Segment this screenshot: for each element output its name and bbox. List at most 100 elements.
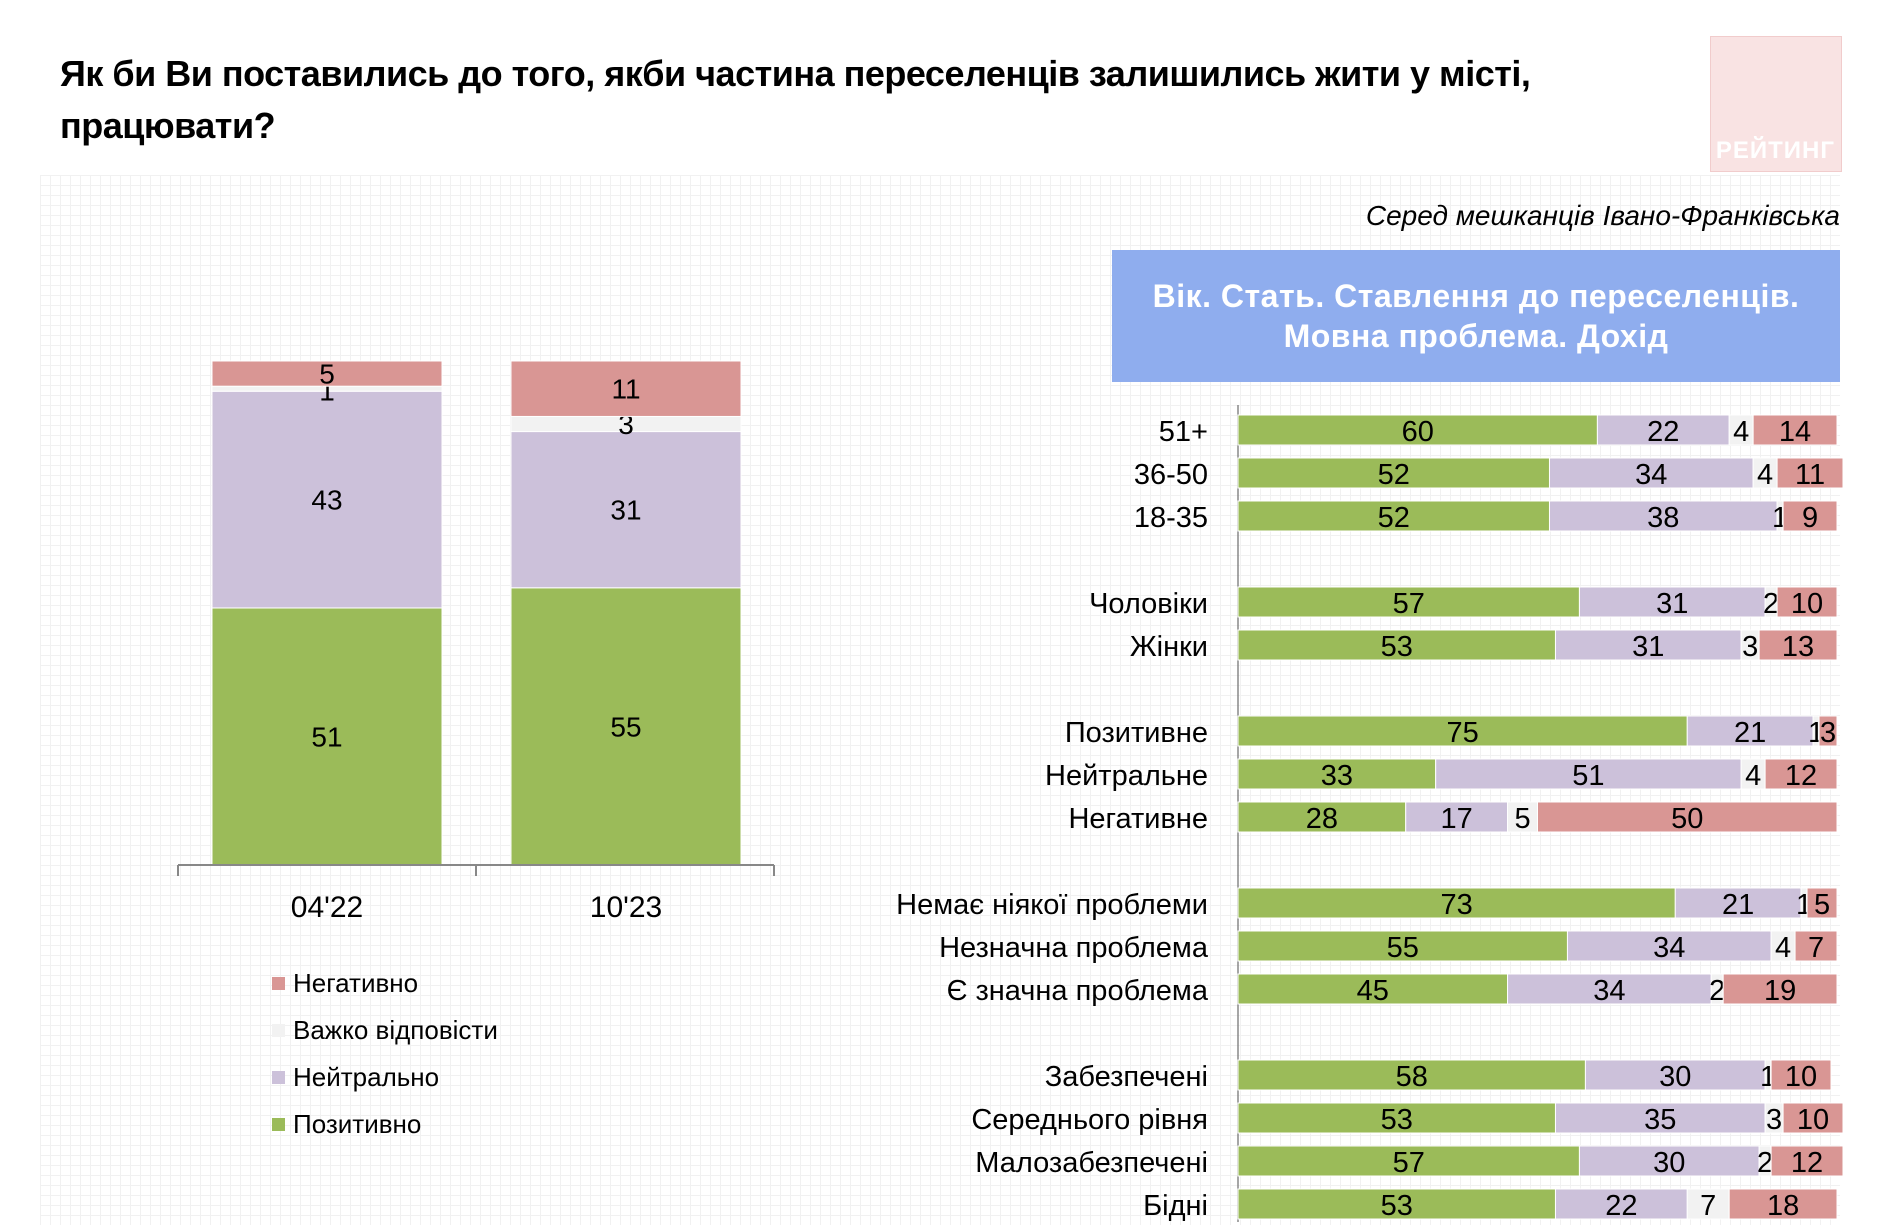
data-label: 75: [1446, 717, 1478, 749]
bar-segment: [1566, 930, 1772, 962]
brand-logo: РЕЙТИНГ: [1710, 36, 1842, 172]
data-label: 73: [1441, 889, 1473, 921]
row-label: Нейтральне: [1045, 760, 1208, 792]
bar-segment: [1770, 1059, 1832, 1091]
row-label: Позитивне: [1065, 717, 1208, 749]
bar-segment: [1578, 586, 1766, 618]
data-label: 52: [1378, 459, 1410, 491]
bar-segment: [510, 431, 742, 589]
bar-segment: [1584, 1059, 1766, 1091]
bar-segment: [1507, 973, 1712, 1005]
data-label: 21: [1722, 889, 1754, 921]
bar-segment: [1770, 1145, 1844, 1177]
data-label: 10: [1791, 588, 1823, 620]
bar-segment: [1728, 1188, 1838, 1220]
chart-legend: Негативно Важко відповісти Нейтрально Позит…: [272, 960, 498, 1148]
data-label: 19: [1764, 975, 1796, 1007]
bar-segment: [1237, 1059, 1586, 1091]
data-label: 51: [311, 721, 342, 752]
bar-segment: [1782, 1102, 1844, 1134]
legend-swatch: [272, 1024, 285, 1037]
data-label: 55: [1387, 932, 1419, 964]
bar-segment: [1435, 758, 1742, 790]
data-label: 38: [1647, 502, 1679, 534]
row-label: Малозабезпечені: [975, 1147, 1208, 1179]
bar-segment: [510, 587, 742, 866]
row-label: Негативне: [1068, 803, 1208, 835]
row-label: Забезпечені: [1045, 1061, 1208, 1093]
data-label: 30: [1653, 1147, 1685, 1179]
data-label: 21: [1734, 717, 1766, 749]
data-label: 55: [610, 711, 641, 742]
bar-segment: [1806, 887, 1838, 919]
bar-segment: [1537, 801, 1838, 833]
data-label: 17: [1441, 803, 1473, 835]
data-label: 12: [1785, 760, 1817, 792]
data-label: 14: [1779, 416, 1811, 448]
data-label: 43: [311, 485, 342, 516]
bar-segment: [1237, 1188, 1556, 1220]
data-label: 2: [1709, 975, 1725, 1007]
data-label: 13: [1782, 631, 1814, 663]
data-label: 11: [1795, 459, 1825, 491]
row-label: Бідні: [1143, 1190, 1208, 1222]
bar-segment: [211, 360, 443, 387]
data-label: 11: [611, 374, 640, 405]
data-label: 18: [1767, 1190, 1799, 1222]
data-label: 30: [1659, 1061, 1691, 1093]
bar-segment: [1794, 930, 1838, 962]
data-label: 5: [319, 359, 335, 390]
bar-segment: [1782, 500, 1838, 532]
page-title: Як би Ви поставились до того, якби части…: [60, 53, 1531, 146]
row-label: Є значна проблема: [947, 975, 1209, 1007]
bar-segment: [1237, 930, 1568, 962]
row-label: Незначна проблема: [939, 932, 1209, 964]
bar-segment: [1722, 973, 1838, 1005]
data-label: 50: [1671, 803, 1703, 835]
legend-label: Нейтрально: [293, 1062, 440, 1092]
data-label: 34: [1653, 932, 1685, 964]
data-label: 31: [1632, 631, 1664, 663]
data-label: 58: [1396, 1061, 1428, 1093]
data-label: 34: [1635, 459, 1667, 491]
data-label: 22: [1605, 1190, 1637, 1222]
data-label: 3: [1766, 1104, 1782, 1136]
bar-segment: [1554, 1102, 1766, 1134]
chart-subtitle: Серед мешканців Івано-Франківська: [1365, 200, 1840, 231]
row-label: 18-35: [1134, 502, 1208, 534]
bar-segment: [211, 390, 443, 609]
data-label: 35: [1644, 1104, 1676, 1136]
legend-item: Важко відповісти: [272, 1007, 498, 1054]
legend-item: Нейтрально: [272, 1054, 498, 1101]
data-label: 7: [1808, 932, 1824, 964]
bar-segment: [1237, 758, 1437, 790]
bar-segment: [1686, 715, 1814, 747]
data-label: 12: [1791, 1147, 1823, 1179]
bar-segment: [1237, 629, 1556, 661]
bar-segment: [1674, 887, 1802, 919]
bar-segment: [1554, 629, 1742, 661]
data-label: 2: [1763, 588, 1779, 620]
bar-segment: [1776, 586, 1838, 618]
data-label: 4: [1745, 760, 1761, 792]
data-label: 51: [1572, 760, 1604, 792]
bar-segment: [1237, 414, 1598, 446]
row-label: Чоловіки: [1089, 588, 1208, 620]
bar-segment: [1507, 801, 1539, 833]
x-tick-label: 04'22: [291, 891, 363, 924]
bar-segment: [1758, 629, 1838, 661]
data-label: 5: [1814, 889, 1830, 921]
bar-segment: [1752, 414, 1838, 446]
bar-segment: [1554, 1188, 1688, 1220]
bar-segment: [1818, 715, 1838, 747]
data-label: 7: [1700, 1190, 1716, 1222]
bar-segment: [1776, 457, 1844, 489]
data-label: 53: [1381, 631, 1413, 663]
data-label: 53: [1381, 1104, 1413, 1136]
bar-segment: [1596, 414, 1730, 446]
data-label: 3: [1742, 631, 1758, 663]
legend-label: Позитивно: [293, 1109, 422, 1139]
data-label: 52: [1378, 502, 1410, 534]
data-label: 9: [1802, 502, 1818, 534]
